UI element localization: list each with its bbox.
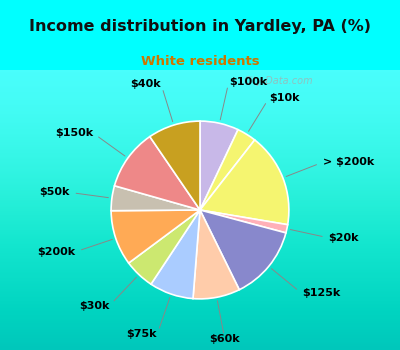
Wedge shape (111, 186, 200, 211)
Text: $100k: $100k (229, 77, 267, 87)
Text: $60k: $60k (210, 334, 240, 344)
Text: White residents: White residents (141, 55, 259, 69)
Text: > $200k: > $200k (323, 157, 374, 167)
Wedge shape (111, 210, 200, 263)
Text: $125k: $125k (302, 288, 340, 299)
Text: $150k: $150k (55, 128, 93, 138)
Wedge shape (200, 210, 288, 233)
Wedge shape (114, 136, 200, 210)
Wedge shape (200, 140, 289, 225)
Text: Income distribution in Yardley, PA (%): Income distribution in Yardley, PA (%) (29, 19, 371, 34)
Wedge shape (151, 210, 200, 299)
Wedge shape (150, 121, 200, 210)
Text: $30k: $30k (79, 301, 110, 310)
Wedge shape (129, 210, 200, 284)
Text: $40k: $40k (130, 79, 161, 89)
Wedge shape (200, 130, 255, 210)
Wedge shape (200, 210, 286, 290)
Text: City-Data.com: City-Data.com (244, 76, 313, 86)
Text: $200k: $200k (37, 247, 75, 257)
Wedge shape (193, 210, 239, 299)
Text: $20k: $20k (328, 233, 359, 243)
Text: $10k: $10k (269, 93, 300, 103)
Text: $50k: $50k (39, 187, 70, 197)
Text: $75k: $75k (127, 329, 157, 340)
Wedge shape (200, 121, 238, 210)
